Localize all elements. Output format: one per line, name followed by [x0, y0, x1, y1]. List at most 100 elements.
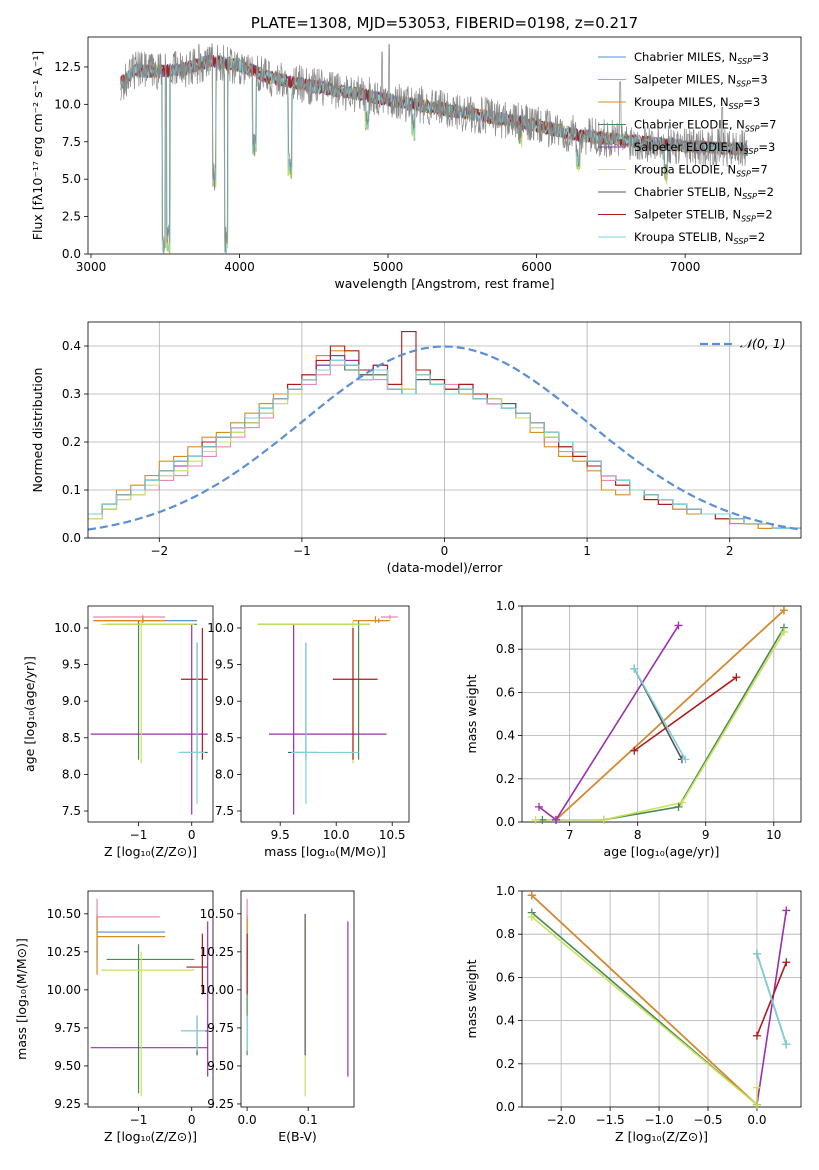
- y-axis-label: age [log₁₀(age/yr)]: [22, 656, 37, 772]
- gaussian-curve: [88, 345, 801, 531]
- x-tick-label: −1: [130, 1113, 148, 1127]
- axes-frame: [87, 36, 802, 255]
- mass-weight-marker: [752, 949, 761, 958]
- mass-weight-line: [538, 624, 680, 821]
- panel-5: −1 0 9.25 9.50 9.75 10.00 10.25 10.50 Z [log₁₀(Z…: [14, 890, 214, 1144]
- mass-weight-line: [555, 609, 785, 821]
- y-tick-label: 0.2: [496, 1057, 515, 1071]
- y-tick-label: 0.6: [496, 685, 515, 699]
- legend-entry: Chabrier ELODIE, NSSP=7: [634, 118, 776, 134]
- panel-2: −1 0 7.5 8.0 8.5 9.0 9.5 10.0 Z [log₁₀(Z/Z⊙)] age…: [22, 605, 214, 859]
- x-axis-label: mass [log₁₀(M/M⊙)]: [264, 844, 386, 859]
- panel-6: 0.0 0.1 9.25 9.50 9.75 10.00 10.25 10.50 E(B-V): [200, 890, 355, 1144]
- mass-weight-marker: [674, 621, 683, 630]
- axes-frame: [521, 890, 802, 1108]
- y-tick-label: 0.6: [496, 970, 515, 984]
- y-tick-label: 0.8: [496, 927, 515, 941]
- panel-7: −2.0 −1.5 −1.0 −0.5 0.0 0.0 0.2 0.4 0.6 0.8 1.0 Z […: [464, 884, 802, 1144]
- plot-area: [88, 331, 801, 531]
- y-tick-label: 0.8: [496, 642, 515, 656]
- x-tick-label: 1: [583, 544, 591, 558]
- y-tick-label: 9.0: [62, 694, 81, 708]
- y-tick-label: 10.50: [47, 907, 81, 921]
- mass-weight-marker: [732, 673, 741, 682]
- grid: [522, 890, 801, 1108]
- x-tick-label: 8: [634, 828, 642, 842]
- axes-frame: [240, 605, 410, 823]
- y-tick-label: 10.00: [47, 983, 81, 997]
- plot-area: [120, 43, 748, 254]
- mass-weight-line: [633, 668, 686, 760]
- x-tick-label: 4000: [224, 260, 255, 274]
- y-axis-label: mass weight: [464, 674, 479, 753]
- x-tick-label: 6000: [521, 260, 552, 274]
- y-tick-label: 0.4: [496, 1014, 515, 1028]
- plot-area: [246, 898, 349, 1097]
- y-axis-label: Normed distribution: [30, 368, 45, 493]
- plot-area: [90, 614, 208, 815]
- x-tick-label: −0.5: [693, 1113, 722, 1127]
- y-tick-label: 10.0: [207, 621, 234, 635]
- x-tick-label: 10: [766, 828, 781, 842]
- axes-frame: [87, 605, 214, 823]
- legend-entry: Salpeter ELODIE, NSSP=3: [634, 140, 775, 156]
- x-axis-label: Z [log₁₀(Z/Z⊙)]: [104, 844, 197, 859]
- x-tick-label: −1: [130, 828, 148, 842]
- y-tick-label: 10.0: [54, 621, 81, 635]
- axes-frame: [87, 890, 214, 1108]
- y-tick-label: 0.0: [496, 1100, 515, 1114]
- y-tick-label: 10.0: [54, 97, 81, 111]
- x-tick-label: 9: [702, 828, 710, 842]
- mass-weight-marker: [677, 798, 686, 807]
- y-tick-label: 9.5: [215, 658, 234, 672]
- grid: [88, 322, 801, 539]
- chart-title: PLATE=1308, MJD=53053, FIBERID=0198, z=0…: [251, 14, 638, 32]
- x-tick-label: 0.0: [747, 1113, 766, 1127]
- x-axis-label: wavelength [Angstrom, rest frame]: [334, 276, 554, 291]
- y-tick-label: 0.0: [62, 531, 81, 545]
- x-tick-label: 5000: [373, 260, 404, 274]
- mass-weight-marker: [538, 815, 547, 824]
- legend-entry: Chabrier STELIB, NSSP=2: [634, 185, 774, 201]
- legend-entry: Salpeter STELIB, NSSP=2: [634, 208, 773, 224]
- x-tick-label: 3000: [76, 260, 107, 274]
- y-tick-label: 5.0: [62, 172, 81, 186]
- mass-weight-line: [756, 953, 788, 1045]
- y-tick-label: 0.1: [62, 483, 81, 497]
- y-tick-label: 12.5: [54, 60, 81, 74]
- y-tick-label: 0.0: [496, 815, 515, 829]
- x-tick-label: 2: [726, 544, 734, 558]
- x-tick-label: 9.5: [271, 828, 290, 842]
- mass-weight-marker: [527, 891, 536, 900]
- mass-weight-marker: [752, 1083, 761, 1092]
- y-tick-label: 9.75: [207, 1021, 234, 1035]
- legend-entry: Kroupa ELODIE, NSSP=7: [634, 163, 768, 179]
- y-tick-label: 7.5: [62, 135, 81, 149]
- x-tick-label: −1.5: [596, 1113, 625, 1127]
- y-tick-label: 8.5: [62, 731, 81, 745]
- y-tick-label: 7.5: [215, 804, 234, 818]
- x-tick-label: 0: [188, 828, 196, 842]
- y-tick-label: 9.25: [54, 1097, 81, 1111]
- mass-weight-marker: [779, 606, 788, 615]
- y-tick-label: 10.25: [47, 945, 81, 959]
- y-axis-label: Flux [fλ10⁻¹⁷ erg cm⁻² s⁻¹ A⁻¹]: [30, 51, 45, 240]
- mass-weight-marker: [552, 815, 561, 824]
- mass-weight-marker: [630, 664, 639, 673]
- y-axis-label: mass [log₁₀(M/M⊙)]: [14, 938, 29, 1060]
- mass-weight-marker: [782, 958, 791, 967]
- x-axis-label: Z [log₁₀(Z/Z⊙)]: [104, 1129, 197, 1144]
- x-tick-label: 0.1: [299, 1113, 318, 1127]
- y-tick-label: 10.25: [200, 945, 234, 959]
- legend-entry: 𝒩(0, 1): [740, 336, 786, 351]
- mass-weight-line: [633, 676, 737, 752]
- mass-weight-marker: [674, 802, 683, 811]
- mass-weight-marker: [752, 1031, 761, 1040]
- x-tick-label: 0: [441, 544, 449, 558]
- panel-0: 3000 4000 5000 6000 7000 0.0 2.5 5.0 7.5 10.0 12.5…: [30, 14, 802, 291]
- legend: Chabrier MILES, NSSP=3 Salpeter MILES, NS…: [598, 50, 776, 246]
- mass-weight-marker: [779, 627, 788, 636]
- x-tick-label: −1.0: [644, 1113, 673, 1127]
- panel-3: 9.5 10.0 10.5 7.5 8.0 8.5 9.0 9.5 10.0 mass [log₁…: [207, 605, 410, 859]
